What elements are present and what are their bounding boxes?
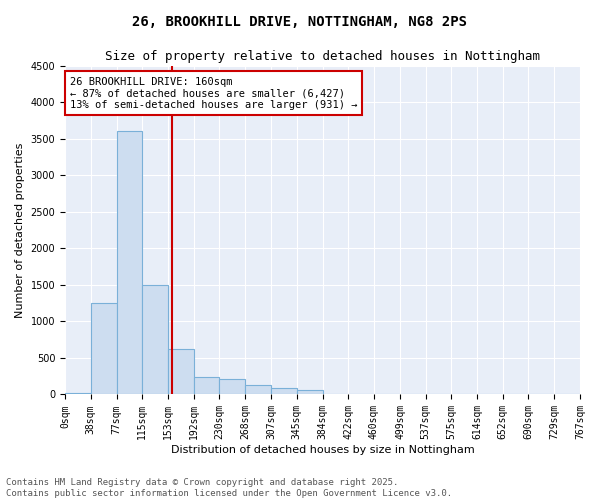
Bar [245,385,271,394]
Bar [142,285,168,395]
X-axis label: Distribution of detached houses by size in Nottingham: Distribution of detached houses by size … [170,445,475,455]
Y-axis label: Number of detached properties: Number of detached properties [15,142,25,318]
Bar [220,379,245,394]
Bar [168,349,194,395]
Text: 26, BROOKHILL DRIVE, NOTTINGHAM, NG8 2PS: 26, BROOKHILL DRIVE, NOTTINGHAM, NG8 2PS [133,15,467,29]
Title: Size of property relative to detached houses in Nottingham: Size of property relative to detached ho… [105,50,540,63]
Bar [296,390,323,394]
Bar [91,303,117,394]
Text: Contains HM Land Registry data © Crown copyright and database right 2025.
Contai: Contains HM Land Registry data © Crown c… [6,478,452,498]
Text: 26 BROOKHILL DRIVE: 160sqm
← 87% of detached houses are smaller (6,427)
13% of s: 26 BROOKHILL DRIVE: 160sqm ← 87% of deta… [70,76,357,110]
Bar [271,388,296,394]
Bar [117,132,142,394]
Bar [194,377,220,394]
Bar [65,392,91,394]
